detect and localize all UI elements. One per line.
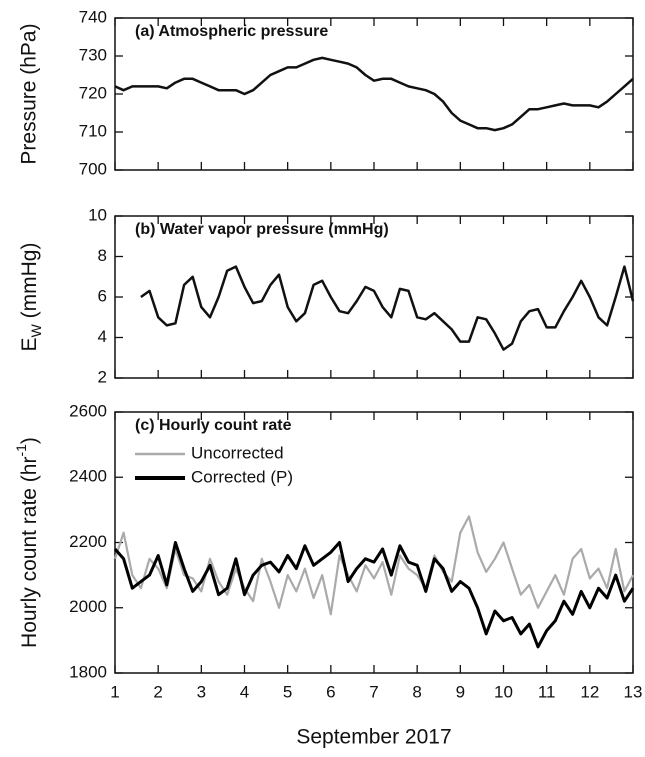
series-line — [113, 515, 634, 616]
data-line — [140, 265, 635, 351]
x-tick-label: 10 — [494, 682, 513, 701]
legend-label: Corrected (P) — [191, 467, 293, 486]
y-axis-label-main: E — [18, 337, 41, 351]
x-tick-label: 11 — [538, 682, 556, 701]
x-tick-label: 12 — [580, 682, 599, 701]
y-axis-label-sup: -1 — [13, 444, 29, 457]
x-tick-label: 6 — [326, 682, 335, 701]
y-tick-label: 6 — [98, 286, 107, 305]
plot-frame — [114, 215, 634, 379]
y-axis-label: Hourly count rate (hr-1) — [13, 437, 41, 648]
x-tick-label: 3 — [197, 682, 206, 701]
y-tick-label: 2600 — [69, 401, 107, 420]
y-tick-label: 740 — [79, 7, 107, 26]
x-tick-label: 9 — [456, 682, 465, 701]
y-tick-label: 710 — [79, 121, 107, 140]
y-axis-label-rest: (mmHg) — [18, 243, 41, 325]
panel-title: (b) Water vapor pressure (mmHg) — [135, 221, 389, 238]
series-line — [113, 541, 635, 649]
x-tick-label: 4 — [240, 682, 249, 701]
y-tick-label: 10 — [88, 205, 107, 224]
y-axis-label: EW (mmHg) — [18, 243, 44, 352]
y-axis-label: Pressure (hPa) — [18, 23, 41, 164]
legend-label: Uncorrected — [191, 443, 284, 462]
y-tick-label: 700 — [79, 159, 107, 178]
y-tick-label: 730 — [79, 45, 107, 64]
x-tick-label: 5 — [283, 682, 292, 701]
x-axis-label: September 2017 — [296, 726, 451, 749]
y-axis-label-rest: ) — [18, 437, 41, 444]
y-axis-label-sub: W — [28, 323, 44, 337]
data-line — [114, 56, 634, 132]
y-tick-label: 2 — [98, 367, 107, 386]
y-tick-label: 1800 — [69, 662, 107, 681]
plot-frame — [114, 17, 634, 171]
panel-title: (a) Atmospheric pressure — [135, 23, 328, 40]
x-tick-label: 7 — [369, 682, 378, 701]
y-tick-label: 2400 — [69, 467, 107, 486]
x-tick-label: 2 — [153, 682, 162, 701]
y-axis-label-main: Hourly count rate (hr — [18, 457, 41, 648]
x-tick-label: 13 — [624, 682, 643, 701]
panel-title: (c) Hourly count rate — [135, 417, 292, 434]
y-tick-label: 2200 — [69, 532, 107, 551]
y-tick-label: 720 — [79, 83, 107, 102]
y-tick-label: 8 — [98, 246, 107, 265]
y-tick-label: 2000 — [69, 597, 107, 616]
y-tick-label: 4 — [98, 327, 107, 346]
x-tick-label: 8 — [412, 682, 421, 701]
x-tick-label: 1 — [110, 682, 119, 701]
